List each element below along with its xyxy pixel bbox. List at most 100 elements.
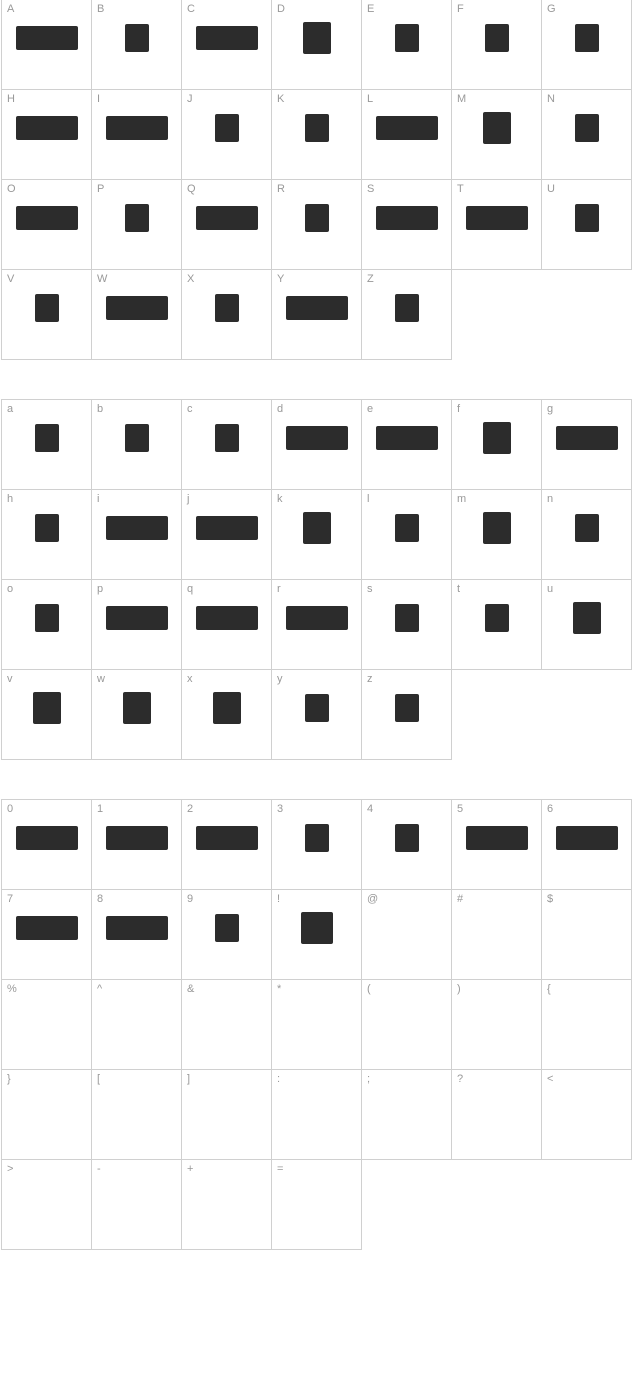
char-cell[interactable]: X: [181, 269, 272, 360]
char-label: !: [277, 893, 280, 905]
char-cell[interactable]: =: [271, 1159, 362, 1250]
char-cell[interactable]: d: [271, 399, 362, 490]
char-cell[interactable]: @: [361, 889, 452, 980]
char-cell[interactable]: 2: [181, 799, 272, 890]
char-cell[interactable]: [: [91, 1069, 182, 1160]
char-cell[interactable]: (: [361, 979, 452, 1070]
glyph-icon: [286, 296, 348, 320]
char-cell[interactable]: Z: [361, 269, 452, 360]
char-cell[interactable]: >: [1, 1159, 92, 1250]
char-cell[interactable]: F: [451, 0, 542, 90]
char-cell[interactable]: ^: [91, 979, 182, 1070]
char-cell[interactable]: !: [271, 889, 362, 980]
char-cell[interactable]: S: [361, 179, 452, 270]
char-cell[interactable]: e: [361, 399, 452, 490]
char-cell[interactable]: }: [1, 1069, 92, 1160]
char-cell[interactable]: j: [181, 489, 272, 580]
char-cell[interactable]: Y: [271, 269, 362, 360]
char-cell[interactable]: K: [271, 89, 362, 180]
char-cell[interactable]: M: [451, 89, 542, 180]
char-cell[interactable]: *: [271, 979, 362, 1070]
char-cell[interactable]: C: [181, 0, 272, 90]
char-cell[interactable]: {: [541, 979, 632, 1070]
glyph-icon: [16, 116, 78, 140]
char-cell[interactable]: g: [541, 399, 632, 490]
char-cell[interactable]: f: [451, 399, 542, 490]
char-cell[interactable]: y: [271, 669, 362, 760]
char-cell[interactable]: a: [1, 399, 92, 490]
glyph-icon: [196, 606, 258, 630]
char-cell[interactable]: G: [541, 0, 632, 90]
char-cell[interactable]: H: [1, 89, 92, 180]
char-cell[interactable]: I: [91, 89, 182, 180]
glyph-icon: [106, 296, 168, 320]
char-glyph: [362, 908, 451, 948]
char-cell[interactable]: ;: [361, 1069, 452, 1160]
char-cell[interactable]: 4: [361, 799, 452, 890]
char-cell[interactable]: %: [1, 979, 92, 1070]
char-cell[interactable]: ]: [181, 1069, 272, 1160]
char-cell[interactable]: Q: [181, 179, 272, 270]
char-cell[interactable]: l: [361, 489, 452, 580]
char-cell[interactable]: $: [541, 889, 632, 980]
char-cell[interactable]: <: [541, 1069, 632, 1160]
char-cell[interactable]: B: [91, 0, 182, 90]
char-cell[interactable]: O: [1, 179, 92, 270]
char-glyph: [272, 108, 361, 148]
char-cell[interactable]: r: [271, 579, 362, 670]
char-cell[interactable]: 3: [271, 799, 362, 890]
char-cell[interactable]: ): [451, 979, 542, 1070]
char-cell[interactable]: 7: [1, 889, 92, 980]
char-cell[interactable]: A: [1, 0, 92, 90]
char-cell[interactable]: 6: [541, 799, 632, 890]
char-glyph: [362, 508, 451, 548]
char-glyph: [542, 418, 631, 458]
char-cell[interactable]: z: [361, 669, 452, 760]
char-glyph: [2, 108, 91, 148]
char-cell[interactable]: V: [1, 269, 92, 360]
char-cell[interactable]: -: [91, 1159, 182, 1250]
char-cell[interactable]: :: [271, 1069, 362, 1160]
char-cell[interactable]: +: [181, 1159, 272, 1250]
char-cell[interactable]: w: [91, 669, 182, 760]
char-cell[interactable]: u: [541, 579, 632, 670]
char-label: ^: [97, 983, 102, 995]
char-cell[interactable]: W: [91, 269, 182, 360]
char-cell[interactable]: x: [181, 669, 272, 760]
char-glyph: [452, 418, 541, 458]
char-cell[interactable]: 0: [1, 799, 92, 890]
char-cell[interactable]: J: [181, 89, 272, 180]
char-cell[interactable]: U: [541, 179, 632, 270]
char-cell[interactable]: v: [1, 669, 92, 760]
char-cell[interactable]: E: [361, 0, 452, 90]
char-cell[interactable]: 5: [451, 799, 542, 890]
char-cell[interactable]: c: [181, 399, 272, 490]
charmap-section-uppercase: ABCDEFG HIJKLMN OPQRSTU VWXYZ: [0, 0, 640, 360]
char-cell[interactable]: T: [451, 179, 542, 270]
char-cell[interactable]: R: [271, 179, 362, 270]
char-cell[interactable]: ?: [451, 1069, 542, 1160]
char-cell[interactable]: s: [361, 579, 452, 670]
char-cell[interactable]: 1: [91, 799, 182, 890]
glyph-icon: [485, 604, 509, 632]
char-cell[interactable]: t: [451, 579, 542, 670]
char-cell[interactable]: i: [91, 489, 182, 580]
char-cell[interactable]: &: [181, 979, 272, 1070]
char-cell[interactable]: N: [541, 89, 632, 180]
char-cell[interactable]: m: [451, 489, 542, 580]
char-cell[interactable]: b: [91, 399, 182, 490]
char-cell[interactable]: 8: [91, 889, 182, 980]
char-cell[interactable]: o: [1, 579, 92, 670]
char-glyph: [92, 998, 181, 1038]
char-cell[interactable]: #: [451, 889, 542, 980]
char-cell[interactable]: k: [271, 489, 362, 580]
char-cell[interactable]: D: [271, 0, 362, 90]
char-label: y: [277, 673, 283, 685]
char-cell[interactable]: h: [1, 489, 92, 580]
char-cell[interactable]: p: [91, 579, 182, 670]
char-cell[interactable]: L: [361, 89, 452, 180]
char-cell[interactable]: 9: [181, 889, 272, 980]
char-cell[interactable]: q: [181, 579, 272, 670]
char-cell[interactable]: n: [541, 489, 632, 580]
char-cell[interactable]: P: [91, 179, 182, 270]
